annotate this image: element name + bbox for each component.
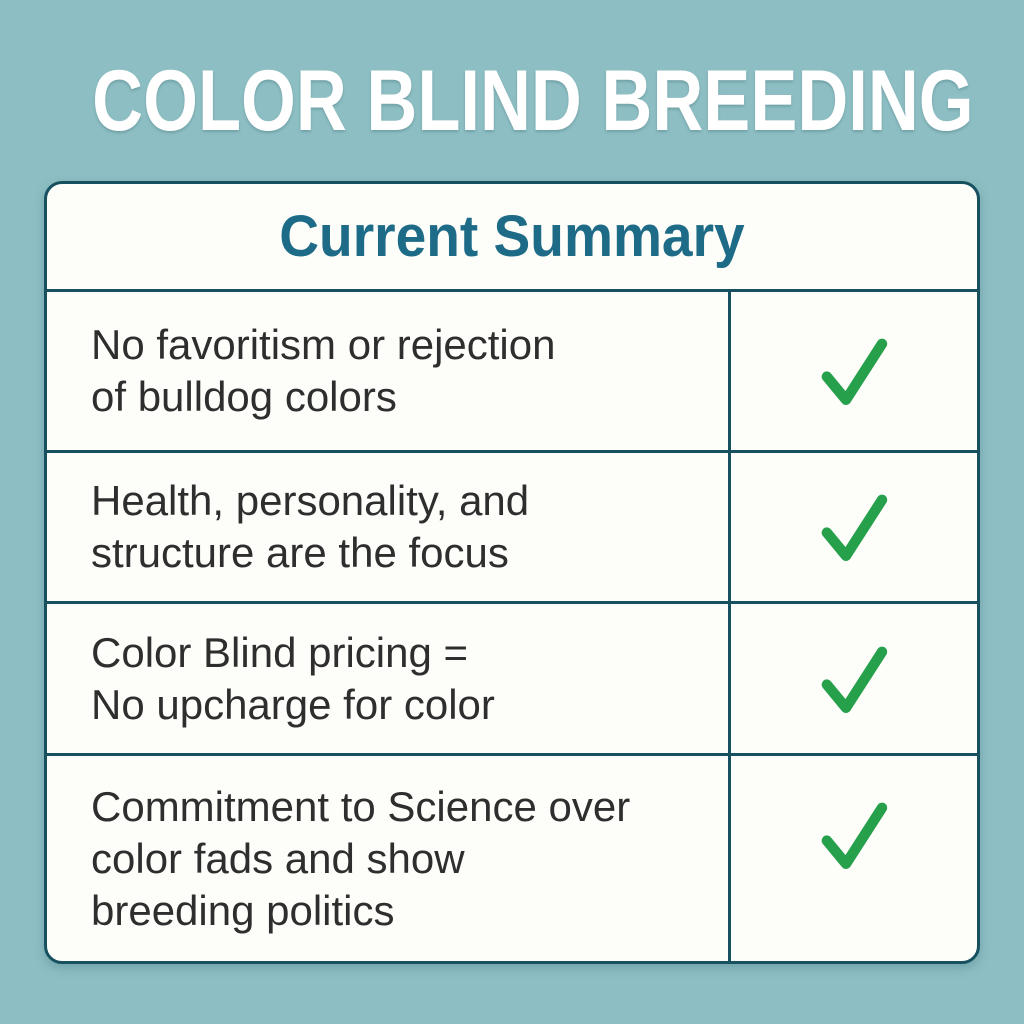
page-title: COLOR BLIND BREEDING xyxy=(92,53,974,149)
row-status-cell xyxy=(731,292,977,450)
row-status-cell xyxy=(731,756,977,961)
summary-table-header-row: Current Summary xyxy=(47,184,977,292)
table-row: Health, personality, and structure are t… xyxy=(47,453,977,604)
summary-table-title: Current Summary xyxy=(279,204,745,269)
row-text: No favoritism or rejection of bulldog co… xyxy=(47,292,731,450)
row-status-cell xyxy=(731,604,977,753)
checkmark-icon xyxy=(821,646,888,713)
checkmark-icon xyxy=(821,494,888,561)
row-text: Health, personality, and structure are t… xyxy=(47,453,731,601)
checkmark-icon xyxy=(821,338,888,405)
row-text: Commitment to Science over color fads an… xyxy=(47,756,731,961)
row-status-cell xyxy=(731,453,977,601)
table-row: Commitment to Science over color fads an… xyxy=(47,756,977,961)
summary-table: Current Summary No favoritism or rejecti… xyxy=(44,181,980,964)
table-row: Color Blind pricing = No upcharge for co… xyxy=(47,604,977,756)
checkmark-icon xyxy=(821,802,888,869)
table-row: No favoritism or rejection of bulldog co… xyxy=(47,292,977,453)
row-text: Color Blind pricing = No upcharge for co… xyxy=(47,604,731,753)
